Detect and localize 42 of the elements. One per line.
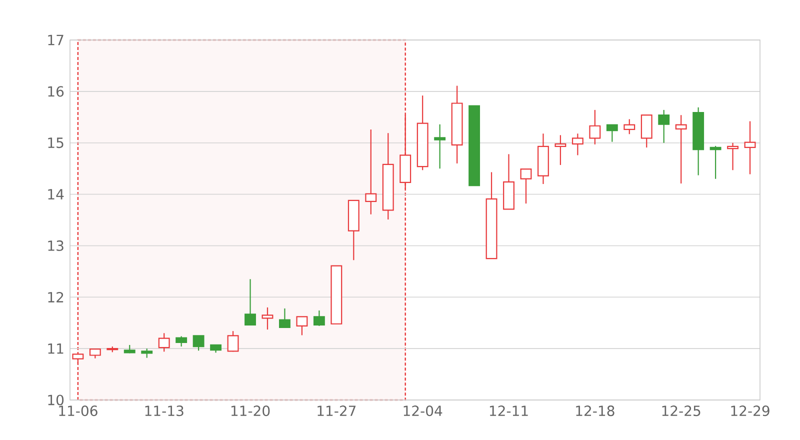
candlestick	[176, 336, 188, 348]
x-tick-label: 12-04	[404, 406, 442, 416]
x-tick-label: 11-13	[145, 406, 184, 416]
x-tick-label: 12-18	[576, 406, 614, 416]
y-tick-label: 17	[48, 34, 64, 46]
x-tick-label: 12-29	[731, 406, 770, 416]
y-tick-label: 16	[48, 86, 64, 97]
candlestick	[520, 168, 532, 204]
candlestick	[572, 133, 584, 156]
candlestick	[227, 330, 239, 352]
y-tick-label: 12	[48, 292, 64, 302]
candlestick	[658, 109, 670, 144]
candlestick	[744, 120, 756, 175]
x-tick-label: 12-25	[662, 406, 700, 416]
candlestick	[554, 134, 566, 166]
candlestick	[89, 348, 101, 359]
y-tick-label: 14	[48, 189, 64, 200]
candlestick	[434, 124, 446, 170]
candlestick	[365, 128, 377, 215]
candlestick	[262, 306, 274, 330]
candlestick	[710, 145, 722, 180]
candlestick	[313, 310, 325, 326]
candlestick	[624, 118, 636, 135]
x-tick-label: 11-20	[231, 406, 270, 416]
candlestick	[589, 109, 601, 145]
candlestick	[296, 316, 308, 336]
y-tick-label: 10	[48, 394, 64, 406]
candlestick	[192, 335, 204, 352]
x-tick-label: 12-11	[490, 406, 528, 416]
candlestick	[727, 142, 738, 171]
y-tick-label: 11	[48, 343, 64, 354]
candlestick	[244, 278, 256, 326]
x-tick-label: 11-06	[59, 406, 98, 416]
candlestick	[675, 114, 687, 184]
candlestick	[606, 124, 618, 142]
y-tick-label: 15	[48, 138, 64, 148]
candlestick	[158, 332, 170, 352]
y-tick-label: 13	[48, 240, 64, 252]
x-tick-label: 11-27	[318, 406, 356, 416]
candlestick	[141, 348, 153, 358]
candlestick	[640, 114, 652, 148]
candlestick	[279, 308, 290, 328]
